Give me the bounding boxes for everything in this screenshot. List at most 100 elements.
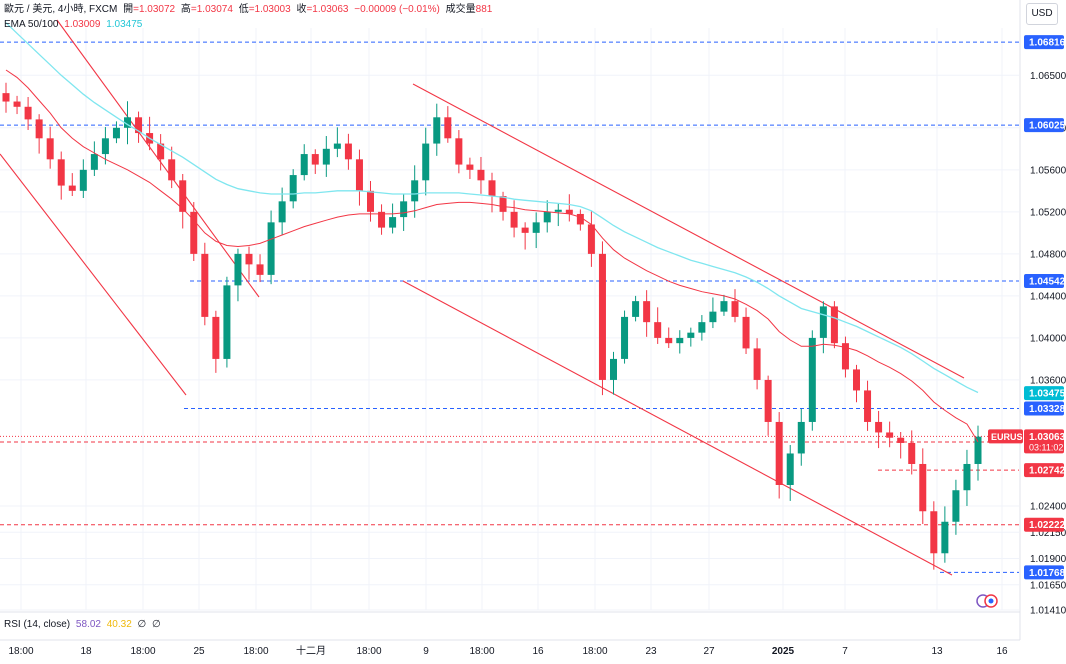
- price-tag-label: 1.03475: [1029, 389, 1066, 400]
- x-tick-label: 25: [193, 646, 205, 657]
- candle-body: [886, 432, 894, 438]
- candle-body: [830, 306, 838, 344]
- ema-label: EMA 50/100: [4, 19, 59, 30]
- price-tag: [1024, 118, 1064, 133]
- candle-body: [654, 322, 662, 338]
- rsi-extra-1: ∅: [137, 619, 147, 630]
- candle-body: [687, 332, 695, 338]
- price-tag: [1024, 565, 1064, 580]
- y-tick-label: 1.01650: [1030, 580, 1066, 591]
- rsi-legend[interactable]: RSI (14, close) 58.02 40.32 ∅ ∅: [4, 619, 164, 631]
- candle-body: [57, 159, 65, 186]
- trend-line: [0, 153, 187, 396]
- price-tag-label: 1.06025: [1029, 121, 1066, 132]
- candle-body: [477, 169, 485, 181]
- price-tag: [1024, 463, 1064, 478]
- ema100-value: 1.03475: [106, 19, 143, 30]
- x-tick-label: 18:00: [469, 646, 494, 657]
- candle-body: [587, 224, 595, 254]
- candle-body: [90, 154, 98, 170]
- currency-button[interactable]: USD: [1026, 3, 1058, 25]
- candle-body: [212, 316, 220, 359]
- candle-body: [24, 106, 32, 120]
- candle-body: [201, 253, 209, 317]
- candle-body: [742, 316, 750, 349]
- ema-lines: [5, 22, 979, 443]
- high-label: 高: [180, 4, 191, 15]
- candle-body: [68, 185, 76, 191]
- candle-body: [510, 211, 518, 228]
- candle-body: [245, 253, 253, 265]
- x-tick-label: 16: [532, 646, 544, 657]
- event-marker-dot: [988, 598, 994, 604]
- price-tag: [1024, 35, 1064, 50]
- x-tick-label: 9: [423, 646, 429, 657]
- x-tick-label: 18:00: [130, 646, 155, 657]
- last-price-tag: [1024, 429, 1064, 454]
- candle-body: [311, 154, 319, 165]
- candle-body: [168, 159, 176, 181]
- price-tag: [1024, 517, 1064, 532]
- y-tick-label: 1.02150: [1030, 528, 1066, 539]
- y-tick-label: 1.03600: [1030, 375, 1066, 386]
- candle-body: [775, 421, 783, 485]
- candle-body: [389, 217, 397, 228]
- price-tag: [1024, 386, 1064, 401]
- y-tick-label: 1.05200: [1030, 207, 1066, 218]
- candle-body: [444, 117, 452, 139]
- candle-body: [400, 201, 408, 218]
- candle-body: [278, 201, 286, 223]
- candle-body: [532, 222, 540, 233]
- candle-body: [367, 190, 374, 212]
- candle-body: [764, 379, 772, 422]
- candle-body: [300, 154, 308, 176]
- candle-body: [930, 511, 938, 554]
- candle-body: [610, 358, 617, 380]
- price-tag-label: 1.06816: [1029, 38, 1066, 49]
- candle-body: [676, 337, 684, 344]
- candle-body: [952, 490, 960, 522]
- x-tick-label: 13: [931, 646, 943, 657]
- candle-body: [919, 463, 927, 512]
- x-tick-label: 18:00: [243, 646, 268, 657]
- header-ema[interactable]: EMA 50/100 1.03009 1.03475: [4, 19, 145, 31]
- candle-body: [411, 180, 419, 202]
- price-axis: 1.065001.060001.056001.052001.048001.044…: [1019, 0, 1066, 640]
- price-tags: 1.06816 1.06025 1.04542 1.03475 1.03328 1.030…: [976, 35, 1066, 608]
- price-tag-label: 1.03328: [1029, 404, 1066, 415]
- candle-body: [819, 306, 827, 338]
- candle-body: [808, 337, 816, 422]
- candle-body: [267, 222, 275, 275]
- candle-body: [179, 180, 187, 212]
- open-value: =1.03072: [133, 4, 176, 15]
- ema50-line: [5, 69, 979, 443]
- countdown-label: 03:11:02: [1029, 442, 1063, 452]
- x-tick-label: 18: [80, 646, 92, 657]
- candle-body: [79, 169, 87, 191]
- candle-body: [797, 421, 805, 454]
- y-tick-label: 1.04400: [1030, 291, 1066, 302]
- symbol-tag: [988, 429, 1023, 444]
- candle-body: [101, 138, 109, 155]
- symbol-tag-label: EURUSD: [991, 432, 1030, 442]
- candle-body: [543, 211, 551, 223]
- candle-body: [112, 127, 120, 139]
- x-tick-label: 2025: [772, 646, 795, 657]
- candle-body: [731, 301, 739, 317]
- low-label: 低: [238, 4, 249, 15]
- last-price-label: 1.03063: [1029, 432, 1066, 443]
- candle-body: [598, 253, 606, 380]
- candle-body: [720, 301, 728, 312]
- candle-body: [355, 159, 363, 191]
- candle-body: [864, 390, 872, 422]
- price-tag: [1024, 273, 1064, 288]
- candle-body: [466, 164, 474, 170]
- y-tick-label: 1.04000: [1030, 333, 1066, 344]
- candle-body: [234, 253, 242, 286]
- candle-body: [378, 211, 386, 228]
- price-tag-label: 1.02742: [1029, 466, 1066, 477]
- candle-body: [621, 316, 629, 359]
- candle-body: [46, 138, 54, 160]
- candle-body: [521, 227, 529, 233]
